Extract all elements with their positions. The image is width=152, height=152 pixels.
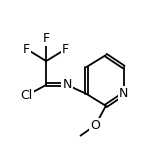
Text: Cl: Cl [21, 89, 33, 102]
Text: F: F [62, 43, 69, 56]
Text: N: N [62, 78, 72, 92]
Text: F: F [43, 32, 50, 45]
Text: O: O [90, 119, 100, 132]
Text: N: N [119, 87, 128, 100]
Text: F: F [23, 43, 30, 56]
